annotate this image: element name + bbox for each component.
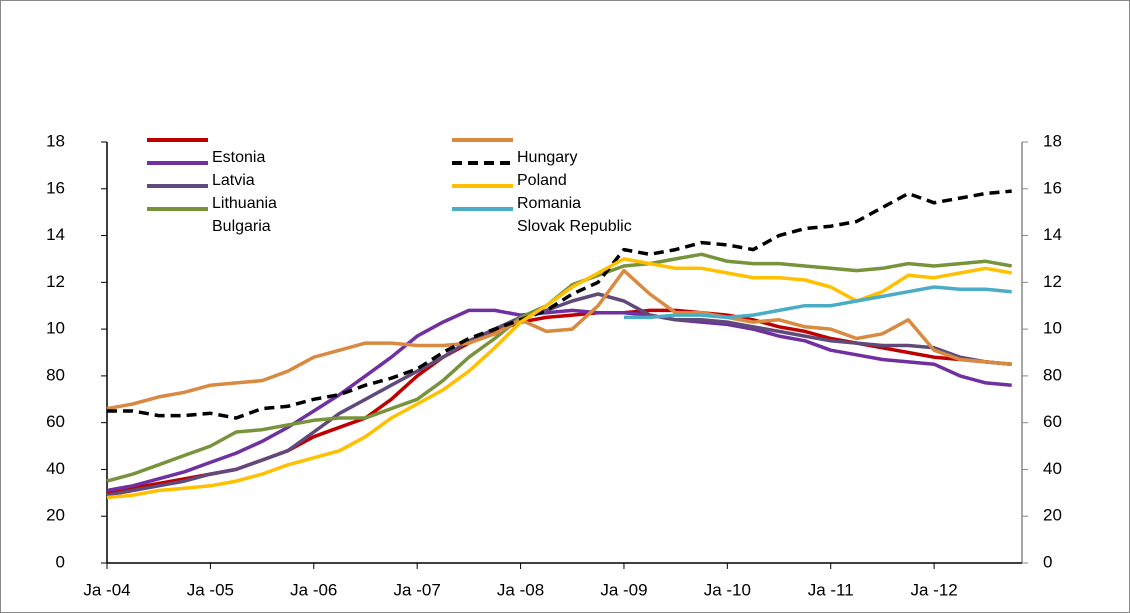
y-tick-label: 60: [46, 412, 65, 431]
legend-label: Poland: [517, 172, 567, 189]
x-tick-label: Ja -04: [83, 580, 130, 599]
y2-tick-label: 80: [1043, 365, 1062, 384]
x-tick-label: Ja -10: [704, 580, 751, 599]
y-tick-label: 12: [46, 272, 65, 291]
x-tick-label: Ja -08: [497, 580, 544, 599]
y-tick-label: 80: [46, 365, 65, 384]
y-tick-label: 14: [46, 225, 65, 244]
legend-label: Romania: [517, 195, 581, 212]
legend-label: Latvia: [212, 172, 255, 189]
y-tick-label: 18: [46, 131, 65, 150]
y2-tick-label: 0: [1043, 552, 1052, 571]
y2-tick-label: 20: [1043, 506, 1062, 525]
legend-label: Bulgaria: [212, 218, 271, 235]
y2-tick-label: 40: [1043, 459, 1062, 478]
y2-tick-label: 18: [1043, 131, 1062, 150]
legend-label: Estonia: [212, 149, 265, 166]
y2-tick-label: 16: [1043, 178, 1062, 197]
series-line: [106, 308, 1012, 493]
y-tick-label: 40: [46, 459, 65, 478]
legend-label: Hungary: [517, 149, 577, 166]
x-tick-label: Ja -09: [600, 580, 647, 599]
series-line: [106, 292, 1012, 497]
legend-label: Lithuania: [212, 195, 277, 212]
y2-tick-label: 60: [1043, 412, 1062, 431]
series-line: [623, 285, 1012, 320]
y2-tick-label: 10: [1043, 319, 1062, 338]
x-tick-label: Ja -07: [394, 580, 441, 599]
x-tick-label: Ja -11: [808, 580, 854, 599]
x-tick-label: Ja -05: [187, 580, 234, 599]
legend-label: Slovak Republic: [517, 218, 632, 235]
y2-tick-label: 14: [1043, 225, 1062, 244]
y-tick-label: 16: [46, 178, 65, 197]
series-line: [106, 268, 1012, 411]
y-tick-label: 10: [46, 319, 65, 338]
series-line: [107, 189, 1012, 420]
y-tick-label: 0: [56, 552, 65, 571]
x-tick-label: Ja -12: [910, 580, 957, 599]
x-tick-label: Ja -06: [290, 580, 337, 599]
y-tick-label: 20: [46, 506, 65, 525]
y2-tick-label: 12: [1043, 272, 1062, 291]
